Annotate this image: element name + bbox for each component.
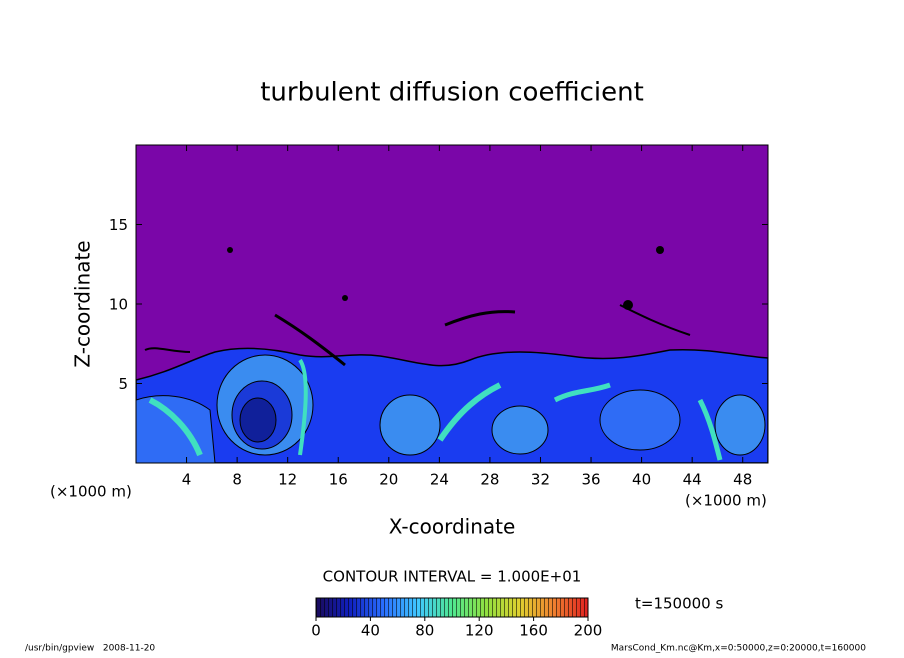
x-tick-label: 8 xyxy=(232,471,242,489)
colorbar-tick-label: 200 xyxy=(574,622,603,640)
x-tick-label: 32 xyxy=(531,471,550,489)
colorbar-tick-label: 40 xyxy=(361,622,380,640)
footer-left: /usr/bin/gpview 2008-11-20 xyxy=(25,644,155,654)
contour-interval: CONTOUR INTERVAL = 1.000E+01 xyxy=(323,568,582,586)
x-tick-label: 36 xyxy=(581,471,600,489)
x-unit: (×1000 m) xyxy=(685,492,767,510)
colorbar-tick-label: 80 xyxy=(415,622,434,640)
time-label: t=150000 s xyxy=(635,595,723,613)
x-tick-label: 40 xyxy=(632,471,651,489)
x-tick-label: 48 xyxy=(733,471,752,489)
x-tick-label: 16 xyxy=(329,471,348,489)
y-tick-label: 5 xyxy=(118,375,128,393)
x-axis-label: X-coordinate xyxy=(389,515,516,539)
y-axis-label: Z-coordinate xyxy=(71,240,95,367)
colorbar-tick-label: 0 xyxy=(311,622,321,640)
x-tick-label: 24 xyxy=(430,471,449,489)
colorbar-tick-label: 120 xyxy=(465,622,494,640)
y-tick-label: 10 xyxy=(109,296,128,314)
x-tick-label: 44 xyxy=(683,471,702,489)
footer-right: MarsCond_Km.nc@Km,x=0:50000,z=0:20000,t=… xyxy=(611,644,866,654)
chart-title: turbulent diffusion coefficient xyxy=(260,78,644,108)
y-unit: (×1000 m) xyxy=(50,483,132,501)
colorbar-tick-label: 160 xyxy=(519,622,548,640)
x-tick-label: 4 xyxy=(182,471,192,489)
y-tick-label: 15 xyxy=(109,216,128,234)
x-tick-label: 12 xyxy=(278,471,297,489)
x-tick-label: 20 xyxy=(379,471,398,489)
colorbar-stripes xyxy=(315,597,589,618)
x-tick-label: 28 xyxy=(480,471,499,489)
contour-field xyxy=(136,145,768,463)
